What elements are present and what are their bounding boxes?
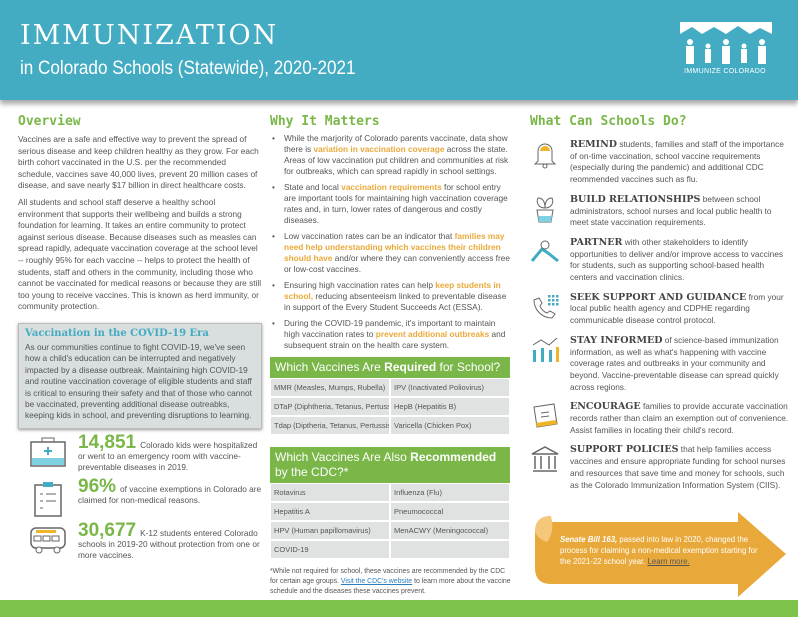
footer-bar: [0, 600, 798, 617]
page-subtitle: in Colorado Schools (Statewide), 2020-20…: [20, 58, 356, 79]
covid-heading: Vaccination in the COVID-19 Era: [25, 327, 209, 339]
stat-value: 14,851: [78, 431, 137, 453]
capitol-building-icon: [531, 446, 559, 473]
stat-text: Colorado kids were hospitalized or went …: [78, 439, 258, 472]
table-row: COVID-19: [270, 540, 510, 559]
action-item: SEEK SUPPORT AND GUIDANCE from your loca…: [530, 292, 792, 327]
action-item: BUILD RELATIONSHIPS between school admin…: [530, 194, 792, 229]
table-row: Hepatitis A Pneumococcal: [270, 502, 510, 521]
list-item: During the COVID-19 pandemic, it's impor…: [270, 318, 512, 351]
recommended-vaccines-table: Which Vaccines Are Also Recommended by t…: [270, 447, 510, 559]
chart-icon: [532, 337, 559, 362]
overview-paragraph: Vaccines are a safe and effective way to…: [18, 134, 259, 191]
stat-text: of vaccine exemptions in Colorado are cl…: [78, 483, 262, 505]
covid-box: Vaccination in the COVID-19 Era As our c…: [18, 322, 262, 429]
action-item: STAY INFORMED of science-based immunizat…: [530, 335, 792, 394]
list-item: While the marjority of Colorado parents …: [270, 133, 512, 177]
first-aid-kit-icon: [30, 437, 66, 467]
table-header: Which Vaccines Are Also Recommended by t…: [270, 447, 510, 483]
table-row: Tdap (Diptheria, Tetanus, Pertussis) Vari…: [270, 416, 510, 435]
table-header: Which Vaccines Are Required for School?: [270, 357, 510, 378]
list-item: State and local vaccination requirements…: [270, 182, 512, 226]
stat-text: K-12 students entered Colorado schools i…: [78, 527, 260, 560]
overview-heading: Overview: [18, 114, 81, 129]
list-item: Ensuring high vaccination rates can help…: [270, 280, 512, 313]
table-row: Rotavirus Influenza (Flu): [270, 483, 510, 502]
stat-value: 30,677: [78, 519, 137, 541]
stat-item: 30,677 K-12 students entered Colorado sch…: [18, 521, 262, 561]
action-item: ENCOURAGE families to provide accurate v…: [530, 401, 792, 436]
page-title: IMMUNIZATION: [20, 20, 279, 51]
header: IMMUNIZATION in Colorado Schools (Statew…: [0, 0, 798, 100]
plant-icon: [536, 197, 554, 223]
phone-icon: [533, 294, 559, 319]
stat-value: 96%: [78, 475, 117, 497]
stat-item: 96% of vaccine exemptions in Colorado are…: [18, 477, 262, 517]
overview-column: Overview Vaccines are a safe and effecti…: [18, 114, 262, 561]
covid-text: As our communities continue to fight COV…: [25, 341, 252, 421]
list-item: Low vaccination rates can be an indicato…: [270, 231, 512, 275]
why-list: While the marjority of Colorado parents …: [270, 133, 512, 351]
cdc-website-link[interactable]: Visit the CDC's website: [340, 578, 413, 585]
handshake-icon: [530, 240, 559, 263]
records-icon: [533, 403, 558, 428]
bell-icon: [533, 143, 557, 169]
footnote: *While not required for school, these va…: [270, 568, 511, 595]
why-heading: Why It Matters: [270, 114, 380, 129]
overview-paragraph: All students and school staff deserve a …: [18, 196, 262, 312]
callout-text: Senate Bill 163, passed into law in 2020…: [560, 535, 758, 566]
table-row: MMR (Measles, Mumps, Rubella) IPV (Inacti…: [270, 378, 510, 397]
logo-text: IMMUNIZE COLORADO: [684, 68, 766, 75]
table-row: DTaP (Diphtheria, Tetanus, Pertussis) Hep…: [270, 397, 510, 416]
action-item: REMIND students, families and staff of t…: [530, 139, 792, 186]
school-bus-icon: [30, 527, 66, 554]
why-column: Why It Matters While the marjority of Co…: [270, 114, 512, 597]
action-item: SUPPORT POLICIES that help families acce…: [530, 444, 792, 491]
stat-item: 14,851 Colorado kids were hospitalized or…: [18, 433, 262, 473]
learn-more-link[interactable]: Learn more.: [647, 557, 690, 566]
schools-column: What Can Schools Do? REMIND students, fa…: [530, 114, 792, 491]
required-vaccines-table: Which Vaccines Are Required for School? …: [270, 357, 510, 435]
table-row: HPV (Human papillomavirus) MenACWY (Menin…: [270, 521, 510, 540]
action-item: PARTNER with other stakeholders to ident…: [530, 237, 792, 284]
schools-heading: What Can Schools Do?: [530, 114, 687, 129]
callout-arrow: [535, 512, 786, 597]
clipboard-checklist-icon: [34, 481, 62, 517]
immunize-colorado-logo: [680, 22, 772, 64]
